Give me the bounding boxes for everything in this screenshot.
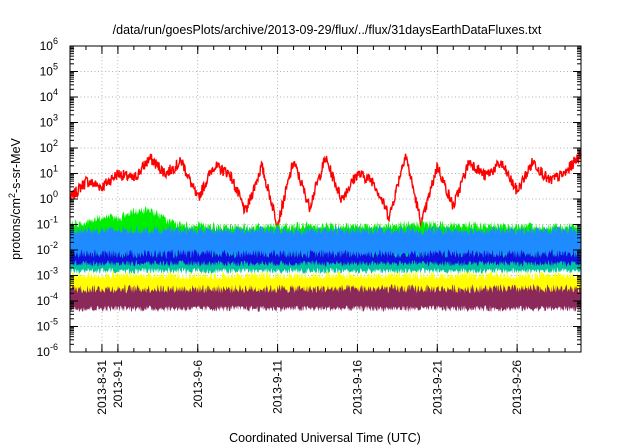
y-axis-label-base: protons/cm [9, 198, 23, 260]
y-axis: 10-610-510-410-310-210-11001011021031041… [37, 36, 581, 359]
y-tick-exponent: 1 [53, 164, 58, 174]
y-tick-base: 10 [40, 141, 54, 155]
y-tick-exponent: -5 [50, 317, 58, 327]
x-tick-label: 2013-9-26 [510, 360, 524, 415]
y-tick-base: 10 [37, 243, 51, 257]
x-tick-label: 2013-8-31 [95, 360, 109, 415]
y-tick-exponent: -3 [50, 266, 58, 276]
y-tick-base: 10 [37, 218, 51, 232]
y-tick-exponent: 0 [53, 189, 58, 199]
x-tick-label: 2013-9-21 [430, 360, 444, 415]
y-tick-label: 10-5 [37, 317, 58, 334]
series-band-3 [70, 225, 581, 259]
y-tick-exponent: 4 [53, 87, 58, 97]
y-tick-base: 10 [40, 167, 54, 181]
y-tick-label: 10-2 [37, 240, 58, 257]
y-tick-label: 101 [40, 164, 58, 181]
y-tick-label: 102 [40, 138, 58, 155]
y-tick-base: 10 [40, 90, 54, 104]
y-tick-exponent: -1 [50, 215, 58, 225]
series-band-6 [70, 284, 581, 312]
y-tick-base: 10 [37, 345, 51, 359]
y-tick-base: 10 [40, 192, 54, 206]
series-line-0 [69, 150, 582, 231]
y-tick-label: 10-1 [37, 215, 58, 232]
chart-title: /data/run/goesPlots/archive/2013-09-29/f… [113, 23, 542, 37]
x-tick-label: 2013-9-11 [271, 360, 285, 414]
y-tick-exponent: -2 [50, 240, 58, 250]
y-tick-exponent: -4 [50, 291, 58, 301]
series-layer [69, 150, 582, 312]
y-tick-label: 100 [40, 189, 58, 206]
y-tick-base: 10 [40, 65, 54, 79]
series-band-4 [70, 249, 581, 267]
y-tick-base: 10 [40, 39, 54, 53]
y-tick-exponent: 3 [53, 113, 58, 123]
y-tick-exponent: 6 [53, 36, 58, 46]
y-tick-label: 10-4 [37, 291, 58, 308]
y-axis-label-rest: -s-sr-MeV [9, 137, 23, 193]
y-tick-label: 105 [40, 62, 58, 79]
y-tick-exponent: -6 [50, 342, 58, 352]
x-axis-label: Coordinated Universal Time (UTC) [229, 431, 421, 445]
y-tick-base: 10 [37, 320, 51, 334]
y-axis-label-sup: 2 [7, 193, 17, 198]
x-tick-label: 2013-9-16 [350, 360, 364, 415]
x-axis: 2013-8-31 2013-9-1 2013-9-6 2013-9-11 2013-9… [85, 46, 566, 415]
y-tick-base: 10 [40, 116, 54, 130]
y-tick-base: 10 [37, 294, 51, 308]
y-tick-exponent: 5 [53, 62, 58, 72]
y-tick-exponent: 2 [53, 138, 58, 148]
x-tick-label: 2013-9-1 [111, 360, 125, 408]
y-tick-label: 10-6 [37, 342, 58, 359]
y-tick-label: 10-3 [37, 266, 58, 283]
y-tick-label: 104 [40, 87, 58, 104]
y-tick-base: 10 [37, 269, 51, 283]
y-tick-label: 106 [40, 36, 58, 53]
y-axis-label: protons/cm2-s-sr-MeV [7, 137, 23, 259]
y-tick-label: 103 [40, 113, 58, 130]
x-tick-label: 2013-9-6 [191, 360, 205, 408]
